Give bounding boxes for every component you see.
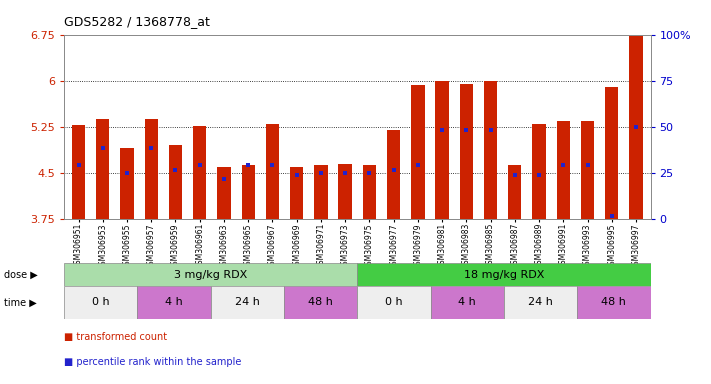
Bar bbox=[169, 145, 182, 219]
Bar bbox=[363, 166, 376, 219]
Text: 0 h: 0 h bbox=[385, 297, 402, 308]
Text: 48 h: 48 h bbox=[602, 297, 626, 308]
Bar bbox=[338, 164, 352, 219]
Bar bbox=[605, 87, 619, 219]
Text: 48 h: 48 h bbox=[308, 297, 333, 308]
Text: 0 h: 0 h bbox=[92, 297, 109, 308]
Bar bbox=[358, 286, 431, 319]
Bar bbox=[557, 121, 570, 219]
Bar bbox=[137, 286, 210, 319]
Bar bbox=[460, 84, 473, 219]
Bar bbox=[64, 286, 137, 319]
Text: 24 h: 24 h bbox=[528, 297, 553, 308]
Bar bbox=[284, 286, 358, 319]
Bar bbox=[96, 119, 109, 219]
Text: 24 h: 24 h bbox=[235, 297, 260, 308]
Bar bbox=[358, 263, 651, 286]
Text: GDS5282 / 1368778_at: GDS5282 / 1368778_at bbox=[64, 15, 210, 28]
Bar bbox=[314, 165, 328, 219]
Bar bbox=[577, 286, 651, 319]
Text: 18 mg/kg RDX: 18 mg/kg RDX bbox=[464, 270, 544, 280]
Bar bbox=[193, 126, 206, 219]
Bar bbox=[435, 81, 449, 219]
Bar bbox=[144, 119, 158, 219]
Bar bbox=[484, 81, 497, 219]
Bar bbox=[411, 85, 424, 219]
Bar bbox=[242, 166, 255, 219]
Bar bbox=[431, 286, 504, 319]
Text: 3 mg/kg RDX: 3 mg/kg RDX bbox=[174, 270, 247, 280]
Bar bbox=[120, 148, 134, 219]
Text: 4 h: 4 h bbox=[165, 297, 183, 308]
Bar bbox=[72, 125, 85, 219]
Bar bbox=[504, 286, 577, 319]
Text: time ▶: time ▶ bbox=[4, 297, 36, 308]
Bar bbox=[218, 167, 230, 219]
Bar bbox=[533, 124, 546, 219]
Bar bbox=[210, 286, 284, 319]
Bar bbox=[64, 263, 358, 286]
Text: 4 h: 4 h bbox=[459, 297, 476, 308]
Bar bbox=[387, 131, 400, 219]
Bar bbox=[508, 166, 521, 219]
Text: ■ percentile rank within the sample: ■ percentile rank within the sample bbox=[64, 357, 241, 367]
Bar bbox=[581, 121, 594, 219]
Bar bbox=[629, 36, 643, 219]
Bar bbox=[290, 167, 304, 219]
Text: dose ▶: dose ▶ bbox=[4, 270, 37, 280]
Bar bbox=[266, 124, 279, 219]
Text: ■ transformed count: ■ transformed count bbox=[64, 332, 167, 342]
